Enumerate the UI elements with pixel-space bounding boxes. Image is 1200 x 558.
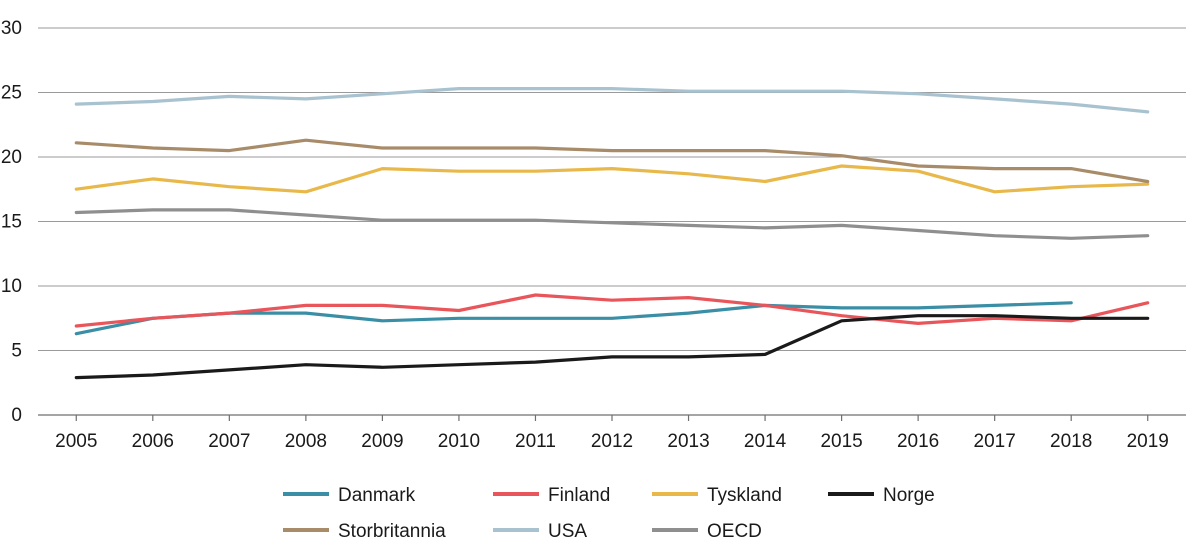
x-tick-label: 2015	[820, 431, 862, 452]
x-tick-label: 2008	[285, 431, 327, 452]
series-line-tyskland	[74, 164, 1150, 194]
x-tick-label: 2010	[438, 431, 480, 452]
x-tick-label: 2006	[132, 431, 174, 452]
x-tick-label: 2016	[897, 431, 939, 452]
x-axis-ticks: 2005 2006 2007 2008 2009 2010 2011 2012 2013 2014…	[55, 415, 1169, 452]
y-tick-label: 5	[11, 341, 22, 362]
x-tick-label: 2009	[361, 431, 403, 452]
series-line-finland	[74, 293, 1150, 328]
series-line-storbritannia	[74, 138, 1150, 184]
y-tick-label: 10	[1, 276, 22, 297]
series-line-usa	[74, 86, 1150, 114]
legend-label-finland: Finland	[548, 485, 610, 506]
x-tick-label: 2012	[591, 431, 633, 452]
legend-label-norge: Norge	[883, 485, 935, 506]
y-tick-label: 20	[1, 147, 22, 168]
y-tick-label: 25	[1, 83, 22, 104]
legend-label-danmark: Danmark	[338, 485, 416, 506]
x-tick-label: 2005	[55, 431, 97, 452]
legend-label-storbritannia: Storbritannia	[338, 521, 446, 542]
x-tick-label: 2014	[744, 431, 787, 452]
y-tick-label: 30	[1, 18, 22, 39]
series-line-oecd	[74, 208, 1150, 240]
y-tick-label: 0	[11, 405, 22, 426]
legend-label-usa: USA	[548, 521, 587, 542]
x-tick-label: 2019	[1127, 431, 1169, 452]
x-tick-label: 2013	[667, 431, 709, 452]
series-group	[74, 86, 1150, 380]
legend: Danmark Finland Tyskland Norge Storbritannia…	[283, 485, 935, 542]
series-line-norge	[74, 314, 1150, 380]
x-tick-label: 2011	[515, 431, 556, 452]
x-tick-label: 2018	[1050, 431, 1092, 452]
legend-label-tyskland: Tyskland	[707, 485, 782, 506]
y-axis-ticks: 0 5 10 15 20 25 30	[1, 18, 22, 426]
y-tick-label: 15	[1, 212, 22, 233]
x-tick-label: 2017	[974, 431, 1016, 452]
series-line-danmark	[74, 301, 1073, 336]
legend-label-oecd: OECD	[707, 521, 762, 542]
x-tick-label: 2007	[208, 431, 250, 452]
